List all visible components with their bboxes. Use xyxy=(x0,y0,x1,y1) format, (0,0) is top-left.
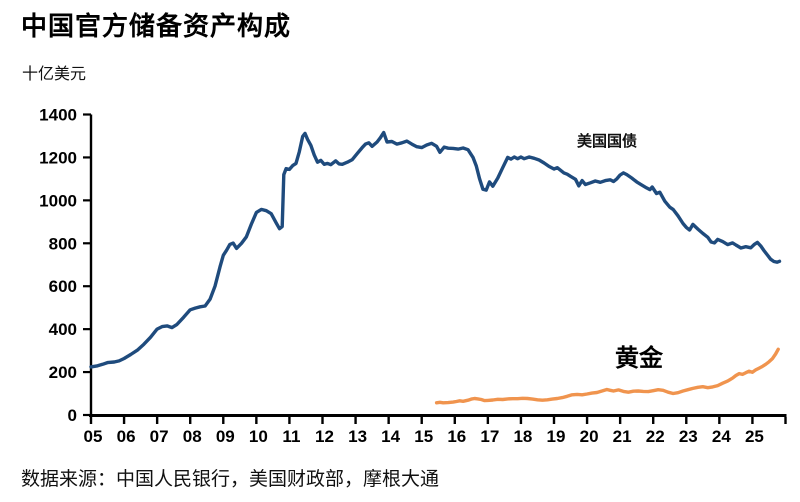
series-label-gold: 黄金 xyxy=(615,345,663,372)
y-tick-label: 1000 xyxy=(39,191,77,210)
gold-line xyxy=(434,347,780,405)
page-title: 中国官方储备资产构成 xyxy=(21,11,292,41)
x-tick-label: 20 xyxy=(580,427,599,446)
y-tick-label: 600 xyxy=(49,277,77,296)
x-tick-label: 06 xyxy=(117,427,136,446)
x-tick-label: 05 xyxy=(84,427,103,446)
x-tick-label: 13 xyxy=(348,427,367,446)
x-tick-label: 23 xyxy=(679,427,698,446)
x-tick-label: 16 xyxy=(447,427,466,446)
x-tick-label: 17 xyxy=(480,427,499,446)
y-tick-label: 200 xyxy=(49,363,77,382)
x-tick-label: 11 xyxy=(282,427,300,446)
y-tick-label: 400 xyxy=(49,320,77,339)
x-tick-label: 10 xyxy=(249,427,268,446)
x-tick-label: 14 xyxy=(381,427,400,446)
x-tick-label: 25 xyxy=(745,427,764,446)
x-tick-label: 07 xyxy=(150,427,169,446)
x-tick-label: 09 xyxy=(216,427,235,446)
y-tick-label: 800 xyxy=(49,234,77,253)
x-tick-label: 19 xyxy=(547,427,566,446)
x-tick-label: 12 xyxy=(315,427,334,446)
y-tick-label: 1200 xyxy=(39,148,77,167)
us-treasuries-line xyxy=(89,130,782,369)
x-tick-label: 22 xyxy=(646,427,665,446)
x-tick-label: 08 xyxy=(183,427,202,446)
x-tick-label: 24 xyxy=(712,427,731,446)
y-axis-unit-label: 十亿美元 xyxy=(22,66,87,83)
source-note: 数据来源：中国人民银行，美国财政部，摩根大通 xyxy=(21,469,440,490)
x-tick-label: 18 xyxy=(513,427,532,446)
series-label-us-treasuries: 美国国债 xyxy=(577,133,638,150)
y-tick-label: 1400 xyxy=(39,106,77,125)
y-tick-label: 0 xyxy=(68,406,77,425)
x-tick-label: 15 xyxy=(414,427,433,446)
x-tick-label: 21 xyxy=(613,427,632,446)
